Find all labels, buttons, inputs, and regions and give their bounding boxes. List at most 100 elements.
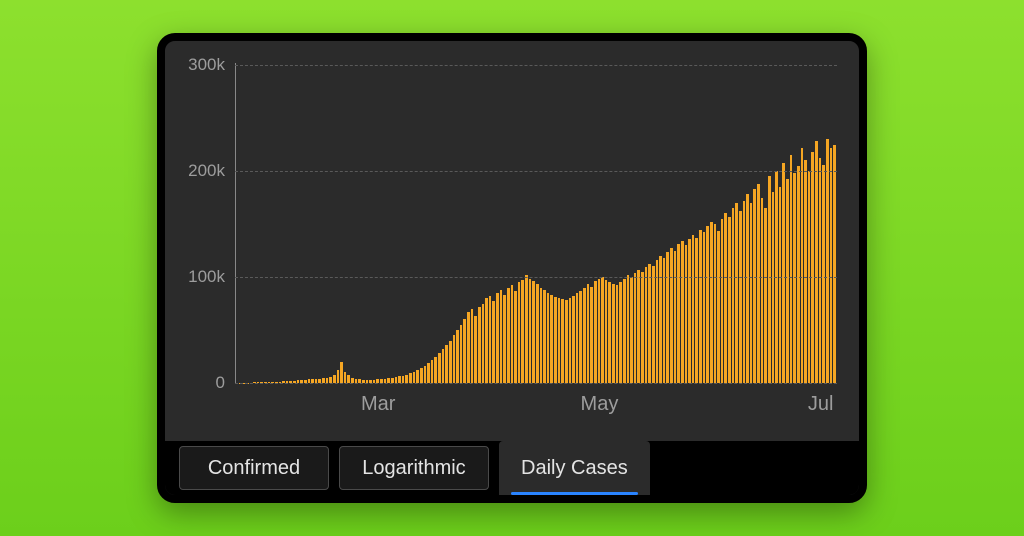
bar — [525, 275, 528, 383]
bar — [714, 224, 717, 383]
bar — [710, 222, 713, 383]
bar — [550, 295, 553, 383]
bar — [822, 165, 825, 383]
bar — [474, 316, 477, 383]
bar — [496, 293, 499, 383]
bar — [492, 301, 495, 383]
bar — [746, 194, 749, 383]
bar — [514, 291, 517, 383]
tab-logarithmic[interactable]: Logarithmic — [339, 446, 489, 490]
bar — [427, 363, 430, 383]
bar — [532, 281, 535, 383]
bar — [434, 357, 437, 384]
bar — [543, 290, 546, 383]
bar — [815, 141, 818, 383]
bar — [692, 235, 695, 383]
bar — [518, 282, 521, 383]
bar — [337, 370, 340, 383]
bar — [442, 349, 445, 383]
bar — [728, 217, 731, 383]
bar — [648, 264, 651, 383]
bar — [340, 362, 343, 383]
bar — [344, 372, 347, 383]
tab-label: Logarithmic — [362, 457, 465, 480]
bar — [695, 238, 698, 383]
bar — [416, 370, 419, 383]
bar — [561, 299, 564, 383]
bar — [735, 203, 738, 383]
bar — [804, 160, 807, 383]
bar — [793, 173, 796, 383]
bar — [409, 373, 412, 383]
tab-daily[interactable]: Daily Cases — [499, 441, 650, 495]
bar — [757, 184, 760, 383]
chart-area: 0100k200k300kMarMayJul — [165, 41, 859, 441]
bar — [347, 375, 350, 383]
bar — [627, 275, 630, 383]
bar — [485, 298, 488, 383]
bar — [449, 341, 452, 383]
bar — [703, 232, 706, 383]
bar — [521, 280, 524, 383]
tab-confirmed[interactable]: Confirmed — [179, 446, 329, 490]
bar — [750, 203, 753, 383]
bar — [601, 277, 604, 383]
y-tick-label: 100k — [188, 267, 225, 287]
bar — [511, 285, 514, 383]
bar — [590, 287, 593, 383]
bar — [764, 208, 767, 383]
bar — [558, 298, 561, 383]
plot: 0100k200k300kMarMayJul — [235, 65, 837, 383]
y-tick-label: 300k — [188, 55, 225, 75]
bar — [801, 148, 804, 383]
tab-label: Confirmed — [208, 457, 300, 480]
bar — [623, 279, 626, 383]
bar — [569, 298, 572, 383]
bar — [666, 252, 669, 383]
bar — [453, 335, 456, 383]
bar — [699, 230, 702, 383]
bar — [830, 148, 833, 383]
chart-panel: 0100k200k300kMarMayJul Confirmed Logarith… — [157, 33, 867, 503]
bar — [768, 176, 771, 383]
bar — [641, 272, 644, 383]
bar — [782, 163, 785, 383]
bar — [605, 280, 608, 383]
bar — [583, 288, 586, 383]
bar — [674, 251, 677, 384]
bar — [761, 198, 764, 384]
bar — [565, 300, 568, 383]
bar — [594, 281, 597, 383]
bar — [732, 208, 735, 383]
gridline — [235, 277, 837, 278]
bar — [797, 166, 800, 383]
bar — [554, 297, 557, 383]
bar — [424, 366, 427, 383]
gridline — [235, 383, 837, 384]
bar — [333, 375, 336, 383]
bar — [529, 279, 532, 383]
bar — [811, 152, 814, 383]
bar — [467, 312, 470, 383]
bar — [413, 372, 416, 383]
bar — [677, 244, 680, 383]
bar — [579, 291, 582, 383]
bar — [681, 241, 684, 383]
bar — [743, 201, 746, 383]
gridline — [235, 171, 837, 172]
bar — [670, 248, 673, 383]
bar — [786, 179, 789, 383]
bar — [463, 319, 466, 383]
bar — [536, 284, 539, 383]
tab-label: Daily Cases — [521, 457, 628, 480]
bar — [652, 266, 655, 383]
tabs-bar: Confirmed Logarithmic Daily Cases — [165, 441, 859, 495]
bar — [706, 226, 709, 383]
bar — [478, 307, 481, 383]
x-tick-label: May — [581, 393, 619, 416]
bar — [503, 295, 506, 383]
bar — [637, 270, 640, 383]
bar — [612, 284, 615, 383]
bar — [431, 360, 434, 383]
bar — [772, 192, 775, 383]
